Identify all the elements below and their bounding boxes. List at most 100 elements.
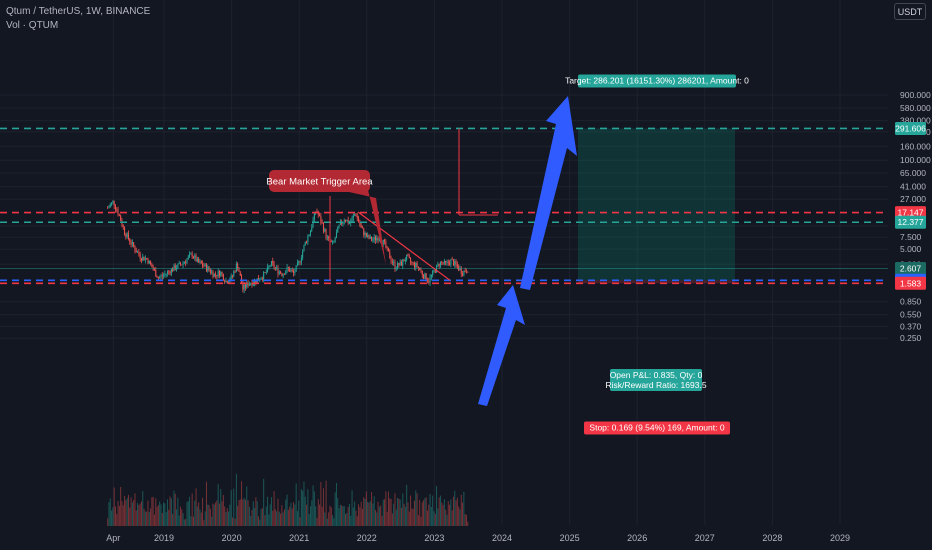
volume-bar [259,519,261,526]
volume-bar [118,505,120,526]
candle-body [134,246,136,251]
price-tick-label: 900.000 [900,90,931,100]
volume-bar [391,513,393,526]
candle-body [311,227,313,231]
volume-bar [122,505,124,526]
annotation-box[interactable] [269,170,370,192]
volume-bar [231,517,233,526]
candle-body [338,224,340,227]
candle-body [465,271,467,273]
candle-body [319,214,321,217]
horizontal-levels[interactable] [0,127,888,285]
price-tick-label: 160.000 [900,141,931,151]
candle-body [248,283,250,286]
time-tick-label: 2028 [762,533,782,543]
up-arrow-small[interactable] [478,285,525,406]
volume-bar [350,515,352,526]
candle-body [467,271,469,273]
price-axis[interactable]: 900.000580.000380.000260.000160.000100.0… [895,90,931,343]
candle-body [317,212,319,215]
candle-body [404,259,406,262]
volume-bar [238,500,240,526]
symbol-title[interactable]: Qtum / TetherUS, 1W, BINANCE [6,6,151,17]
volume-bar [176,509,178,526]
volume-bar [361,508,363,526]
candle-body [221,272,223,275]
volume-bar [372,503,374,526]
pnl-label-line: Risk/Reward Ratio: 1693.5 [605,380,706,390]
candle-body [157,277,159,279]
volume-bar [378,506,380,526]
volume-bar [257,516,259,526]
candle-body [394,261,396,270]
volume-bar [369,501,371,526]
candle-body [200,261,202,264]
volume-bar [386,511,388,526]
volume-bar [228,511,230,526]
volume-bar [460,494,462,526]
target-zone[interactable] [578,128,735,281]
price-tick-label: 0.250 [900,333,922,343]
volume-bar [148,511,150,526]
candle-body [423,275,425,279]
currency-button[interactable]: USDT [894,3,926,20]
resist-low-price-tag: 12.377 [898,217,924,227]
stop-zone[interactable] [578,280,735,284]
volume-bar [243,497,245,526]
annotation-pointer[interactable] [340,190,386,265]
trend-drawings[interactable]: Bear Market Trigger Area [266,96,577,406]
volume-bar [172,513,174,526]
volume-bar [183,519,185,526]
volume-bar [241,481,243,526]
volume-bar [208,505,210,526]
time-tick-label: 2024 [492,533,512,543]
price-tick-label: 0.370 [900,321,922,331]
candle-body [378,240,380,242]
candle-body [446,261,448,263]
candle-body [250,283,252,284]
volume-bar [338,508,340,526]
volume-bar [374,509,376,526]
candle-body [358,217,360,222]
candle-body [109,204,111,207]
up-arrow-large[interactable] [520,96,577,290]
candle-body [163,275,165,277]
volume-bar [182,513,184,526]
volume-bar [146,511,148,526]
candle-body [234,271,236,273]
volume-bar [186,501,188,526]
price-tick-label: 65.000 [900,168,926,178]
volume-bar [120,486,122,526]
volume-bar [358,504,360,526]
volume-bar [143,508,145,526]
candle-body [354,214,356,216]
long-position-tool[interactable] [578,128,735,284]
volume-bar [439,495,441,526]
volume-bar [316,517,318,526]
volume-bar [394,493,396,526]
candle-body [282,273,284,276]
volume-bar [326,518,328,526]
candle-body [285,271,287,275]
volume-bar [354,501,356,526]
candle-body [391,261,393,263]
volume-bar [185,519,187,526]
candle-body [169,271,171,274]
candle-body [150,260,152,265]
volume-bar [179,506,181,526]
candle-body [452,259,454,266]
candle-body [174,265,176,270]
downtrend-line[interactable] [357,211,451,281]
candle-body [205,264,207,271]
volume-bar [311,500,313,526]
candle-body [463,270,465,276]
volume-bar [114,506,116,526]
price-tick-label: 41.000 [900,182,926,192]
candle-body [151,264,153,268]
candle-body [209,269,211,273]
pnl-label-line: Open P&L: 0.835, Qty: 0 [610,370,703,380]
volume-bar [317,499,319,526]
volume-bar [347,506,349,526]
time-axis[interactable]: Apr 2019 2020 2021 2022 2023 2024 2025 2026 2027 2… [106,533,850,543]
